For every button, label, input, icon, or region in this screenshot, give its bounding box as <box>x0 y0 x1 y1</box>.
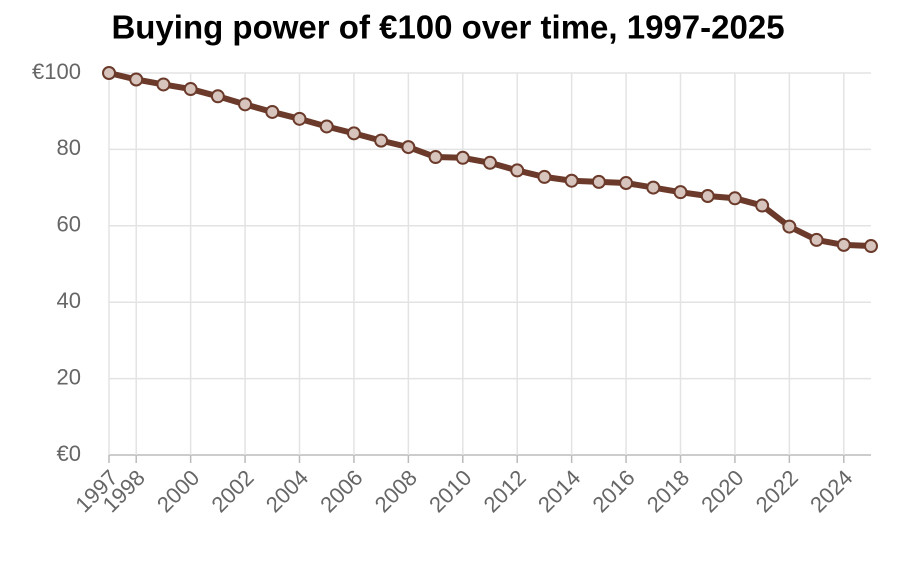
point <box>210 89 225 104</box>
point <box>619 176 634 191</box>
point <box>455 150 470 165</box>
point <box>265 104 280 119</box>
y-tick-label: 20 <box>57 364 81 389</box>
x-tick-label: 2008 <box>370 465 422 517</box>
point <box>292 111 307 126</box>
y-tick-label: €100 <box>32 59 81 84</box>
x-tick-label: 2020 <box>696 465 748 517</box>
point <box>102 66 116 80</box>
x-tick-label: 2016 <box>587 465 639 517</box>
x-tick-label: 2006 <box>315 465 367 517</box>
chart-title: Buying power of €100 over time, 1997-202… <box>111 9 784 46</box>
point <box>809 232 824 247</box>
x-tick-label: 2000 <box>152 465 204 517</box>
point <box>646 180 661 195</box>
y-tick-label: 80 <box>57 135 81 160</box>
point <box>864 239 878 254</box>
x-tick-label: 2018 <box>642 465 694 517</box>
y-tick-label: 60 <box>57 212 81 237</box>
point <box>156 77 171 92</box>
point <box>782 219 797 234</box>
x-tick-label: 2014 <box>533 465 585 517</box>
point <box>591 174 606 189</box>
point <box>836 237 851 252</box>
point <box>238 97 253 112</box>
point <box>673 185 688 200</box>
point <box>183 82 198 97</box>
point <box>401 140 416 155</box>
x-tick-label: 2012 <box>479 465 531 517</box>
point <box>755 198 770 213</box>
x-tick-label: 2022 <box>751 465 803 517</box>
y-tick-label: €0 <box>57 441 81 466</box>
x-tick-label: 2002 <box>206 465 258 517</box>
point <box>483 155 497 170</box>
point <box>510 163 525 178</box>
point <box>428 150 443 165</box>
x-tick-label: 2010 <box>424 465 476 517</box>
x-tick-label: 2024 <box>805 465 857 517</box>
point <box>346 126 361 141</box>
point <box>374 133 389 148</box>
y-tick-label: 40 <box>57 288 81 313</box>
point <box>319 119 334 134</box>
point <box>700 189 715 204</box>
x-tick-label: 2004 <box>261 465 313 517</box>
point <box>129 72 144 87</box>
point <box>537 169 552 184</box>
point <box>564 173 579 188</box>
point <box>727 191 742 206</box>
